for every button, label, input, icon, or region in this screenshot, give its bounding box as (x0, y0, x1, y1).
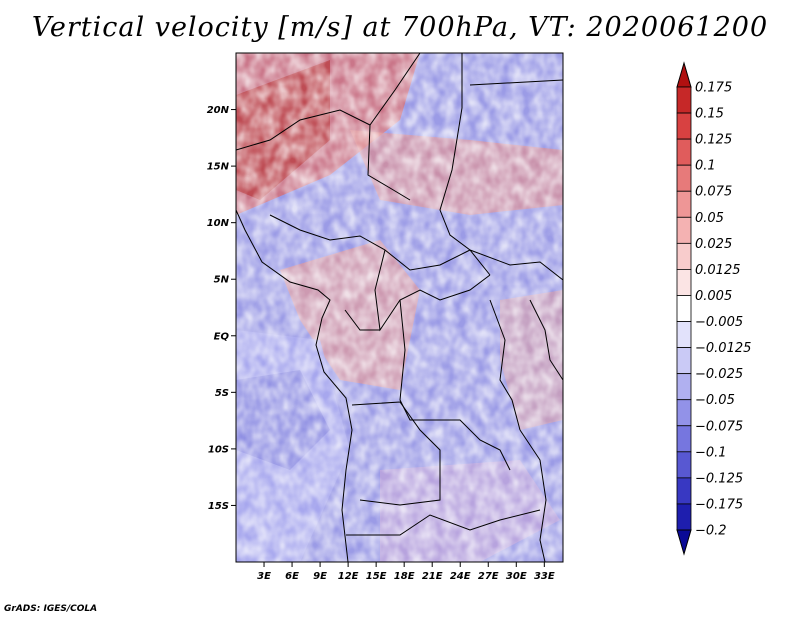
colorbar-label: −0.1 (695, 445, 727, 460)
colorbar-label: 0.175 (695, 81, 732, 96)
x-tick-label: 24E (450, 571, 471, 582)
y-tick-label: 15S (208, 501, 229, 512)
map-panel (236, 53, 563, 562)
colorbar-box (676, 216, 692, 244)
colorbar-label: −0.0125 (695, 341, 751, 356)
x-tick-label: 15E (366, 571, 387, 582)
border-egypt-sudan (469, 79, 563, 86)
west-coastline (236, 209, 353, 562)
x-tick-label: 3E (257, 571, 271, 582)
border-south-sudan (469, 249, 563, 281)
colorbar-box (676, 347, 692, 375)
colorbar-box (676, 112, 692, 140)
y-tick-label: 15N (207, 162, 230, 173)
colorbar-label: −0.025 (695, 367, 743, 382)
colorbar-label: −0.075 (695, 419, 743, 434)
colorbar-box (676, 503, 692, 531)
colorbar-label: 0.0125 (695, 263, 741, 278)
colorbar-label: −0.125 (695, 471, 743, 486)
colorbar-label: 0.075 (695, 185, 732, 200)
border-west-sahara (236, 109, 371, 151)
colorbar-box (676, 399, 692, 427)
x-tick-label: 9E (313, 571, 327, 582)
x-tick-label: 27E (478, 571, 499, 582)
y-tick-label: 5S (215, 388, 229, 399)
colorbar-box (676, 269, 692, 296)
colorbar-box (676, 86, 692, 114)
border-central (269, 214, 471, 271)
east-coastline (529, 299, 563, 381)
colorbar-label: 0.15 (695, 107, 724, 122)
colorbar-box (676, 242, 692, 270)
colorbar-label: −0.2 (695, 524, 727, 539)
colorbar-box (676, 477, 692, 505)
colorbar-label: 0.05 (695, 211, 724, 226)
colorbar-bottom-triangle (676, 529, 692, 556)
colorbar-label: 0.025 (695, 237, 732, 252)
colorbar-box (676, 425, 692, 453)
x-tick-label: 6E (285, 571, 299, 582)
y-tick-label: EQ (214, 331, 230, 342)
map-title: Vertical velocity [m/s] at 700hPa, VT: 2… (31, 12, 769, 43)
colorbar-box (676, 373, 692, 401)
colorbar-box (676, 164, 692, 192)
colorbar-label: 0.125 (695, 133, 732, 148)
coastlines-borders (236, 53, 563, 562)
map-frame (235, 52, 564, 563)
x-tick-label: 21E (422, 571, 443, 582)
grads-credit: GrADS: IGES/COLA (4, 604, 98, 614)
y-tick-label: 5N (214, 275, 230, 286)
y-tick-label: 10N (207, 218, 230, 229)
colorbar-box (676, 190, 692, 218)
colorbar-box (676, 295, 692, 322)
colorbar-box (676, 138, 692, 166)
border-gabon (344, 309, 380, 331)
axis-ticks: 3E 6E 9E 12E 15E 18E 21E 24E 27E 30E 33E 20N 15N 10N 5… (207, 105, 555, 582)
border-drc-west (399, 299, 511, 471)
border-mozambique (519, 429, 547, 562)
x-tick-label: 12E (338, 571, 359, 582)
x-tick-label: 30E (506, 571, 527, 582)
border-angola (351, 401, 441, 506)
colorbar: 0.175 0.15 0.125 0.1 0.075 0.05 0.025 0.0125 0.0… (676, 61, 751, 556)
x-tick-label: 33E (534, 571, 555, 582)
border-namibia-zambia (346, 509, 541, 536)
colorbar-top-triangle (676, 61, 692, 88)
x-tick-label: 18E (394, 571, 415, 582)
border-north (367, 53, 421, 201)
colorbar-box (676, 451, 692, 479)
colorbar-label: −0.175 (695, 497, 743, 512)
colorbar-box (676, 321, 692, 348)
y-tick-label: 10S (208, 444, 229, 455)
border-great-lakes (489, 299, 521, 431)
border-car-drc (374, 249, 491, 332)
colorbar-label: 0.005 (695, 289, 732, 304)
colorbar-label: −0.05 (695, 393, 735, 408)
colorbar-label: −0.005 (695, 315, 743, 330)
vvel-field-texture (236, 53, 563, 562)
colorbar-label: 0.1 (695, 159, 716, 174)
y-tick-label: 20N (207, 105, 230, 116)
